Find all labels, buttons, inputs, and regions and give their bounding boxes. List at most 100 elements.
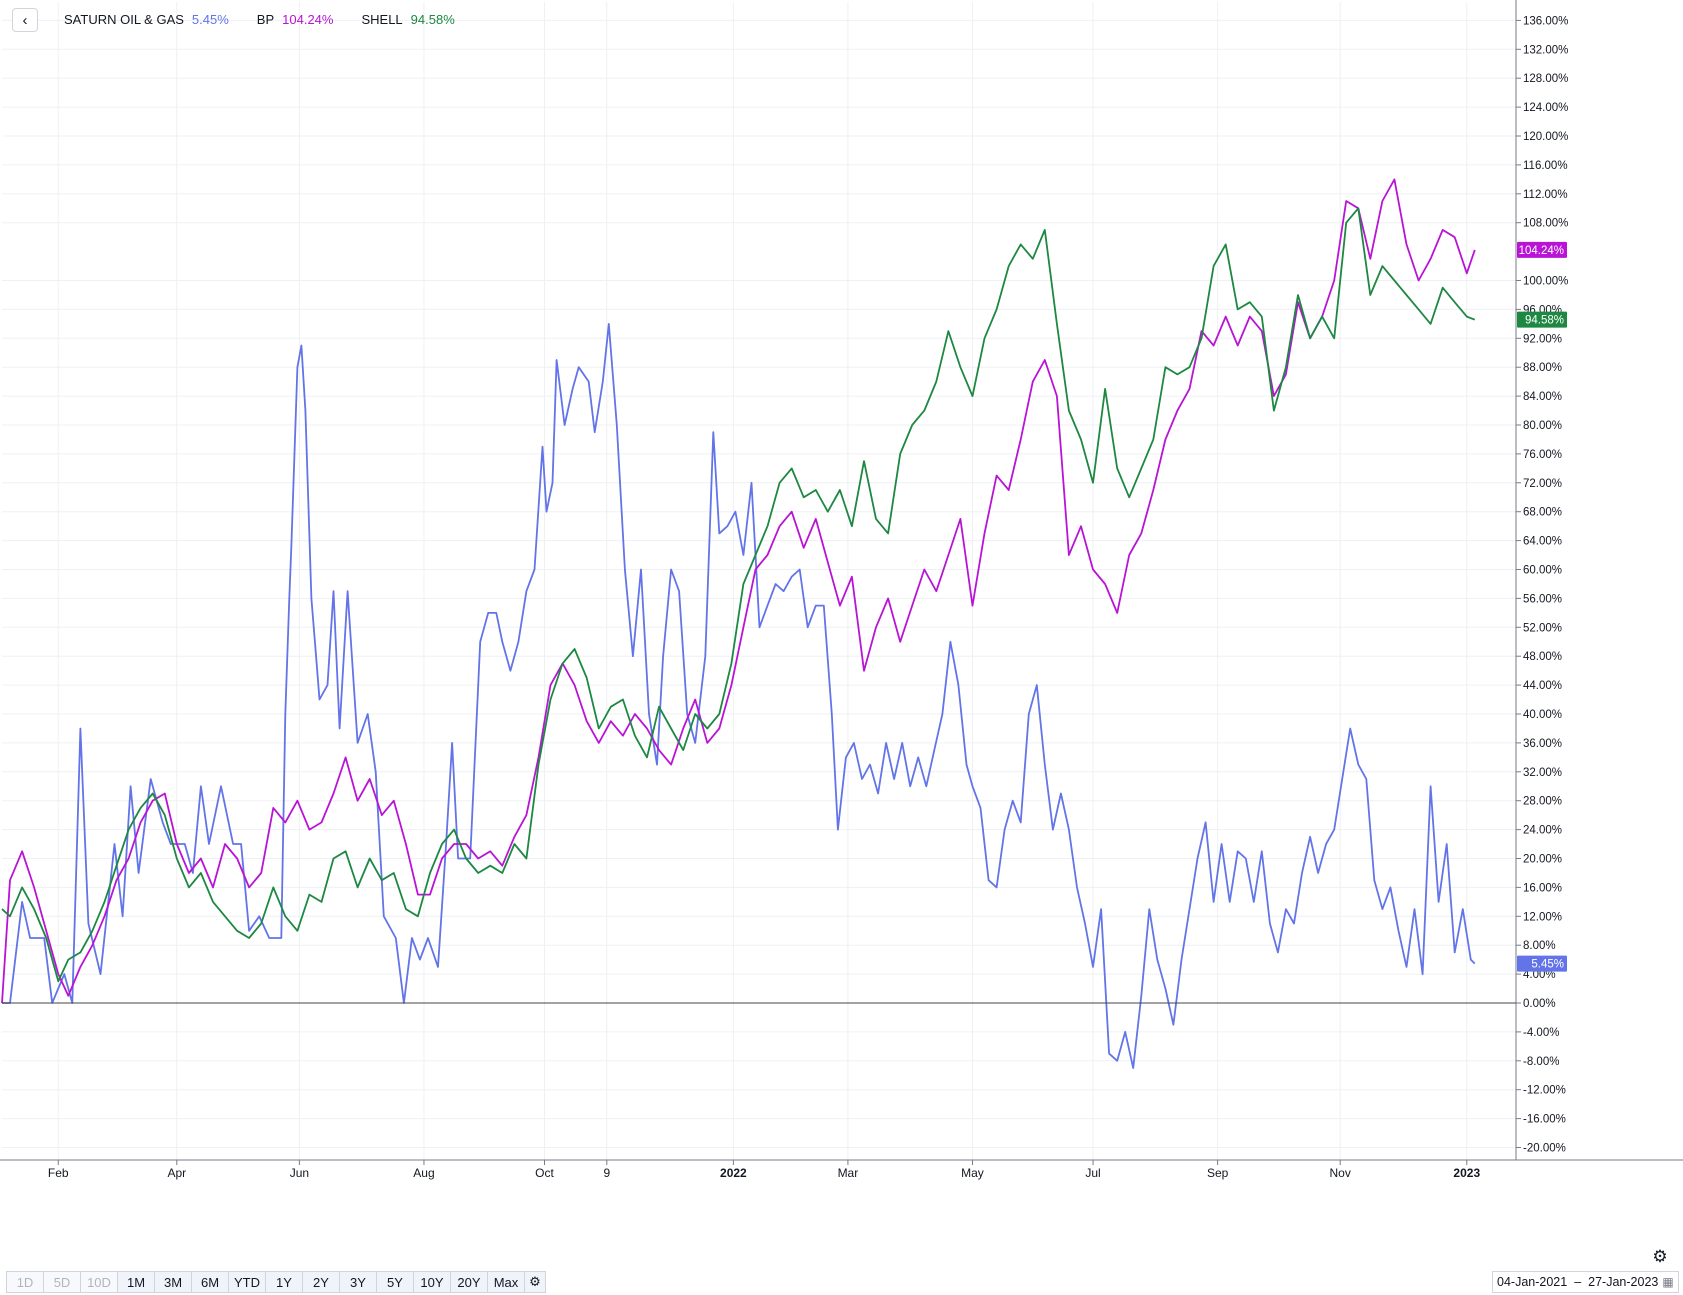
range-button-2y[interactable]: 2Y [302, 1271, 340, 1293]
y-tick-label: -8.00% [1523, 1056, 1559, 1068]
y-tick-label: -16.00% [1523, 1114, 1566, 1126]
x-tick-label: Sep [1207, 1166, 1229, 1180]
y-tick-label: 80.00% [1523, 420, 1562, 432]
legend-item-shell[interactable]: SHELL 94.58% [361, 12, 454, 28]
x-tick-label: Aug [413, 1166, 434, 1180]
y-tick-label: 48.00% [1523, 651, 1562, 663]
range-button-max[interactable]: Max [487, 1271, 525, 1293]
range-button-20y[interactable]: 20Y [450, 1271, 488, 1293]
y-tick-label: 60.00% [1523, 565, 1562, 577]
last-value-label: 104.24% [1519, 245, 1564, 257]
chevron-left-icon: ‹ [22, 11, 28, 29]
y-axis-labels: 136.00% 132.00% 128.00% 124.00% 120.00% 116.0… [1523, 15, 1568, 1154]
legend-item-bp[interactable]: BP 104.24% [257, 12, 334, 28]
x-tick-label: Oct [535, 1166, 554, 1180]
x-tick-label: 9 [603, 1166, 610, 1180]
y-tick-label: 36.00% [1523, 738, 1562, 750]
y-tick-label: -20.00% [1523, 1143, 1566, 1155]
y-tick-label: 0.00% [1523, 998, 1556, 1010]
last-value-badge [1517, 311, 1567, 328]
series-line-shell[interactable] [1, 207, 1476, 983]
y-tick-label: 56.00% [1523, 593, 1562, 605]
y-tick-label: 136.00% [1523, 15, 1568, 27]
y-tick-label: 116.00% [1523, 160, 1568, 172]
x-tick-label: Mar [838, 1166, 859, 1180]
time-range-selector: 1D 5D 10D 1M 3M 6M YTD 1Y 2Y 3Y 5Y 10Y 2… [6, 1271, 546, 1293]
date-range-picker[interactable]: 04-Jan-2021 – 27-Jan-2023 ▦ [1492, 1271, 1679, 1293]
date-range-end: 27-Jan-2023 [1588, 1275, 1659, 1289]
chart-legend: SATURN OIL & GAS 5.45% BP 104.24% SHELL 94.… [64, 12, 455, 28]
range-button-5y[interactable]: 5Y [376, 1271, 414, 1293]
last-value-badge [1517, 955, 1567, 972]
series-line-bp[interactable] [1, 178, 1476, 1004]
y-tick-label: -4.00% [1523, 1027, 1559, 1039]
date-range-start: 04-Jan-2021 [1497, 1275, 1568, 1289]
y-tick-label: 64.00% [1523, 536, 1562, 548]
x-tick-label: 2022 [720, 1166, 747, 1180]
legend-series-value: 104.24% [282, 12, 334, 27]
x-tick-label: Jun [290, 1166, 309, 1180]
range-button-10d: 10D [80, 1271, 118, 1293]
range-button-10y[interactable]: 10Y [413, 1271, 451, 1293]
chart-axes [0, 0, 1683, 1165]
legend-series-value: 94.58% [410, 12, 455, 27]
y-tick-label: 92.00% [1523, 333, 1562, 345]
legend-series-name: SATURN OIL & GAS [64, 12, 184, 27]
date-range-separator: – [1574, 1275, 1582, 1289]
y-tick-label: 8.00% [1523, 940, 1556, 952]
range-button-1y[interactable]: 1Y [265, 1271, 303, 1293]
last-value-label: 94.58% [1525, 315, 1564, 327]
legend-item-saturn[interactable]: SATURN OIL & GAS 5.45% [64, 12, 229, 28]
x-tick-label: Apr [167, 1166, 186, 1180]
chart-settings-button[interactable]: ⚙ [1652, 1247, 1667, 1266]
range-button-5d: 5D [43, 1271, 81, 1293]
x-tick-label: Jul [1085, 1166, 1100, 1180]
y-tick-label: 120.00% [1523, 131, 1568, 143]
y-tick-label: 128.00% [1523, 73, 1568, 85]
y-tick-label: 100.00% [1523, 276, 1568, 288]
x-tick-label: Nov [1330, 1166, 1351, 1180]
y-tick-label: 108.00% [1523, 218, 1568, 230]
range-button-1m[interactable]: 1M [117, 1271, 155, 1293]
x-tick-label: Feb [48, 1166, 69, 1180]
y-tick-label: 4.00% [1523, 969, 1556, 981]
y-tick-label: 28.00% [1523, 796, 1562, 808]
legend-series-name: BP [256, 12, 275, 27]
legend-series-name: SHELL [361, 12, 403, 27]
last-value-label: 5.45% [1531, 959, 1564, 971]
range-settings-button[interactable]: ⚙ [524, 1271, 546, 1293]
last-value-badges: 5.45% 104.24% 94.58% [1517, 241, 1567, 972]
y-tick-label: 124.00% [1523, 102, 1568, 114]
range-button-6m[interactable]: 6M [191, 1271, 229, 1293]
y-tick-label: 24.00% [1523, 825, 1562, 837]
y-tick-label: 44.00% [1523, 680, 1562, 692]
y-tick-label: 16.00% [1523, 882, 1562, 894]
chart-grid [2, 2, 1516, 1160]
range-button-3y[interactable]: 3Y [339, 1271, 377, 1293]
y-tick-label: 112.00% [1523, 189, 1568, 201]
y-tick-label: 88.00% [1523, 362, 1562, 374]
chart-series [1, 178, 1476, 1069]
last-value-badge [1517, 241, 1567, 258]
y-tick-label: 20.00% [1523, 854, 1562, 866]
range-button-1d: 1D [6, 1271, 44, 1293]
x-tick-label: May [961, 1166, 984, 1180]
y-tick-label: 132.00% [1523, 44, 1568, 56]
back-button[interactable]: ‹ [12, 8, 38, 32]
x-axis-labels: Feb Apr Jun Aug Oct 9 2022 Mar May Jul Sep Nov 2023 [48, 1166, 1481, 1180]
range-button-3m[interactable]: 3M [154, 1271, 192, 1293]
y-tick-label: 52.00% [1523, 622, 1562, 634]
x-tick-label: 2023 [1453, 1166, 1480, 1180]
y-tick-label: -12.00% [1523, 1085, 1566, 1097]
gear-icon[interactable]: ⚙ [1652, 1247, 1667, 1266]
y-tick-label: 12.00% [1523, 911, 1562, 923]
legend-series-value: 5.45% [191, 12, 229, 27]
y-tick-label: 72.00% [1523, 478, 1562, 490]
range-button-ytd[interactable]: YTD [228, 1271, 266, 1293]
y-tick-label: 40.00% [1523, 709, 1562, 721]
series-line-saturn-oil-gas[interactable] [2, 323, 1476, 1069]
y-tick-label: 76.00% [1523, 449, 1562, 461]
y-tick-label: 32.00% [1523, 767, 1562, 779]
y-tick-label: 68.00% [1523, 507, 1562, 519]
